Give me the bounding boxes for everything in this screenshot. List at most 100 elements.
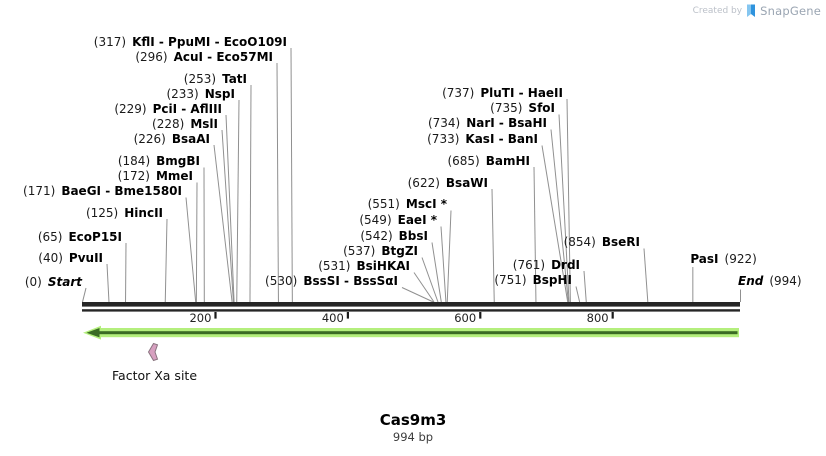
enzyme-site-label[interactable]: (737) PluTI - HaeII bbox=[442, 86, 563, 100]
site-name: KflI - PpuMI - EcoO109I bbox=[132, 34, 287, 49]
factor-xa-site-label[interactable]: Factor Xa site bbox=[112, 368, 198, 383]
enzyme-site-label[interactable]: (40) PvuII bbox=[38, 251, 103, 265]
leader-line bbox=[491, 188, 495, 303]
enzyme-site-label[interactable]: (65) EcoP15I bbox=[38, 230, 122, 244]
leader-line bbox=[431, 242, 442, 303]
site-name: PciI - AflIII bbox=[152, 101, 222, 116]
site-position: (228) bbox=[152, 116, 185, 131]
site-position: (233) bbox=[166, 86, 199, 101]
ruler-tick-label: 600 bbox=[454, 311, 477, 325]
orf-arrow-core[interactable] bbox=[99, 331, 738, 335]
orf-arrowhead[interactable] bbox=[86, 328, 100, 338]
site-name: DrdI bbox=[551, 257, 580, 272]
enzyme-site-label[interactable]: (733) KasI - BanI bbox=[427, 132, 538, 146]
leader-line bbox=[566, 98, 571, 303]
site-name: End bbox=[738, 274, 764, 288]
enzyme-site-label[interactable]: (622) BsaWI bbox=[408, 176, 488, 190]
map-length-label: 994 bp bbox=[392, 430, 434, 444]
sequence-terminus-label[interactable]: End (994) bbox=[738, 274, 802, 288]
site-name: BaeGI - Bme1580I bbox=[61, 184, 182, 198]
enzyme-site-label[interactable]: (172) MmeI bbox=[118, 169, 193, 183]
leader-line bbox=[249, 84, 252, 303]
site-name: BssSI - BssSαI bbox=[303, 274, 398, 288]
site-position: (854) bbox=[563, 235, 596, 249]
enzyme-site-label[interactable]: (542) BbsI bbox=[360, 229, 428, 243]
leader-line bbox=[541, 145, 569, 303]
site-position: (735) bbox=[490, 101, 523, 115]
enzyme-site-label[interactable]: (228) MslI bbox=[152, 117, 218, 131]
ruler-tick bbox=[346, 312, 349, 319]
site-position: (531) bbox=[318, 259, 351, 273]
site-position: (172) bbox=[117, 169, 150, 183]
enzyme-site-label[interactable]: (125) HincII bbox=[86, 206, 163, 220]
site-name: BamHI bbox=[485, 153, 530, 168]
enzyme-site-label[interactable]: (229) PciI - AflIII bbox=[114, 102, 222, 116]
ruler-tick-label: 800 bbox=[586, 311, 609, 325]
enzyme-site-label[interactable]: (317) KflI - PpuMI - EcoO109I bbox=[94, 35, 287, 49]
site-position: (253) bbox=[183, 71, 217, 86]
enzyme-site-label[interactable]: (253) TatI bbox=[184, 72, 247, 86]
site-name: EcoP15I bbox=[68, 229, 122, 244]
enzyme-site-label[interactable]: (531) BsiHKAI bbox=[318, 259, 410, 273]
factor-xa-arrow[interactable] bbox=[147, 342, 159, 362]
ruler-tick-label: 200 bbox=[189, 311, 212, 325]
enzyme-site-label[interactable]: (226) BsaAI bbox=[134, 132, 210, 146]
ruler-tick-label: 400 bbox=[321, 311, 344, 325]
site-position: (685) bbox=[447, 153, 480, 168]
enzyme-site-label[interactable]: (761) DrdI bbox=[513, 258, 580, 272]
enzyme-site-label[interactable]: (296) AcuI - Eco57MI bbox=[135, 50, 273, 64]
enzyme-site-label[interactable]: (184) BmgBI bbox=[118, 154, 200, 168]
enzyme-site-label[interactable]: (551) MscI * bbox=[368, 197, 447, 211]
enzyme-site-label[interactable]: (530) BssSI - BssSαI bbox=[265, 274, 398, 288]
site-name: TatI bbox=[222, 71, 247, 86]
site-position: (622) bbox=[407, 175, 440, 190]
site-position: (737) bbox=[442, 85, 475, 100]
enzyme-site-label[interactable]: (735) SfoI bbox=[490, 101, 555, 115]
enzyme-site-label[interactable]: (537) BtgZI bbox=[343, 244, 418, 258]
leader-line bbox=[164, 218, 168, 303]
site-position: (751) bbox=[494, 273, 527, 287]
leader-line bbox=[413, 272, 435, 303]
leader-line bbox=[225, 114, 235, 303]
leader-line bbox=[195, 182, 198, 303]
site-position: (0) bbox=[24, 274, 42, 289]
site-position: (994) bbox=[769, 274, 802, 288]
site-position: (551) bbox=[367, 197, 400, 211]
site-name: BsiHKAI bbox=[356, 259, 411, 273]
ruler-tick bbox=[479, 312, 482, 319]
enzyme-site-label[interactable]: (751) BspHI bbox=[494, 273, 572, 287]
site-name: EaeI * bbox=[397, 213, 437, 227]
leader-line bbox=[575, 286, 581, 303]
site-name: NspI bbox=[204, 86, 235, 101]
sequence-terminus-label[interactable]: (0) Start bbox=[25, 275, 82, 289]
site-name: NarI - BsaHI bbox=[466, 116, 547, 130]
enzyme-site-label[interactable]: (685) BamHI bbox=[447, 154, 530, 168]
leader-line bbox=[643, 248, 649, 303]
enzyme-site-label[interactable]: (171) BaeGI - Bme1580I bbox=[23, 184, 182, 198]
leader-line bbox=[440, 226, 447, 303]
leader-line bbox=[82, 287, 87, 303]
site-name: PvuII bbox=[68, 250, 103, 265]
leader-line bbox=[106, 263, 110, 303]
snapgene-watermark: Created by SnapGene bbox=[693, 4, 821, 18]
sequence-bar-lower bbox=[82, 309, 740, 312]
site-position: (922) bbox=[724, 251, 757, 266]
site-name: Start bbox=[47, 274, 82, 289]
site-position: (530) bbox=[265, 274, 298, 288]
leader-line bbox=[221, 129, 234, 303]
site-name: PluTI - HaeII bbox=[480, 85, 563, 100]
site-position: (229) bbox=[114, 101, 147, 116]
enzyme-site-label[interactable]: (233) NspI bbox=[166, 87, 235, 101]
enzyme-site-label[interactable]: (734) NarI - BsaHI bbox=[428, 116, 547, 130]
leader-line bbox=[236, 99, 240, 303]
enzyme-site-label[interactable]: (549) EaeI * bbox=[359, 213, 437, 227]
enzyme-site-label[interactable]: (854) BseRI bbox=[564, 235, 640, 249]
site-position: (549) bbox=[359, 213, 392, 227]
site-position: (171) bbox=[23, 184, 56, 198]
enzyme-site-label[interactable]: PasI (922) bbox=[690, 252, 756, 266]
site-name: BspHI bbox=[532, 273, 572, 287]
site-position: (296) bbox=[135, 49, 168, 64]
site-position: (761) bbox=[512, 257, 546, 272]
